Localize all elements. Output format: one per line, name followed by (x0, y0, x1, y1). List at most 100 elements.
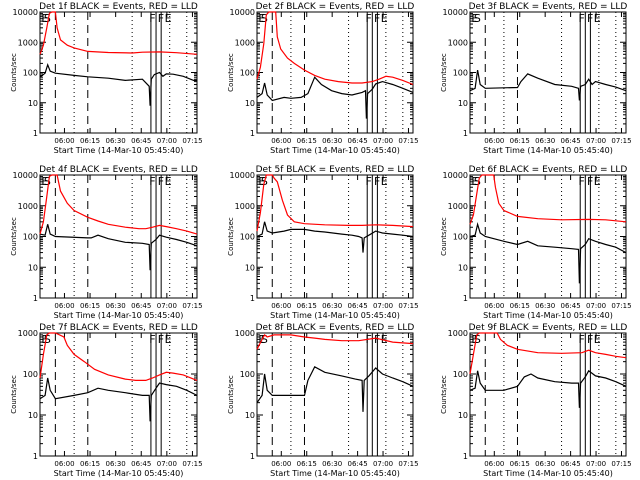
lld-series-line (39, 11, 198, 55)
event-marker-label: E (594, 175, 601, 188)
x-tick-label: 07:00 (586, 460, 606, 468)
x-axis-label: Start Time (14-Mar-10 05:45:40) (270, 469, 400, 478)
x-tick-label: 06:45 (348, 302, 368, 310)
plot-title: Det 9f BLACK = Events, RED = LLD (469, 323, 628, 333)
x-tick-label: 06:45 (561, 302, 581, 310)
y-tick-label: 100 (23, 370, 38, 379)
y-tick-label: 10 (458, 99, 468, 108)
x-axis-label: Start Time (14-Mar-10 05:45:40) (483, 311, 613, 320)
event-marker-label: S (474, 175, 481, 188)
y-tick-label: 1 (250, 294, 255, 303)
y-axis-label: Counts/sec (440, 53, 448, 92)
plot-title: Det 1f BLACK = Events, RED = LLD (39, 2, 198, 12)
x-tick-label: 06:30 (322, 137, 342, 145)
x-tick-label: 06:30 (106, 137, 126, 145)
plot-title: Det 4f BLACK = Events, RED = LLD (39, 165, 198, 175)
x-tick-label: 06:00 (484, 302, 504, 310)
y-tick-label: 1 (463, 294, 468, 303)
event-marker-label: F (158, 175, 164, 188)
event-marker-label: E (165, 333, 172, 346)
events-series-line (39, 377, 198, 422)
y-tick-label: 1000 (448, 329, 468, 338)
event-marker-label: F (149, 12, 155, 25)
events-series-line (256, 221, 414, 253)
y-tick-label: 10 (458, 411, 468, 420)
x-axis-label: Start Time (14-Mar-10 05:45:40) (270, 311, 400, 320)
events-series-line (469, 369, 627, 408)
x-tick-label: 06:45 (131, 302, 151, 310)
x-tick-label: 06:45 (348, 137, 368, 145)
event-marker-label: E (258, 175, 265, 188)
plot-panel-9: Det 9f BLACK = Events, RED = LLD 1 10 100 10… (440, 323, 632, 478)
event-marker-label: F (587, 175, 593, 188)
event-marker-label: E (41, 12, 48, 25)
x-tick-label: 07:00 (373, 302, 393, 310)
event-marker-label: E (381, 333, 388, 346)
x-tick-label: 07:15 (182, 302, 202, 310)
y-tick-label: 10 (458, 263, 468, 272)
x-tick-label: 07:00 (373, 137, 393, 145)
event-marker-label: E (471, 12, 478, 25)
y-tick-label: 1000 (18, 38, 38, 47)
y-tick-label: 1000 (235, 38, 255, 47)
y-tick-label: 1000 (235, 202, 255, 211)
x-tick-label: 06:00 (54, 460, 74, 468)
y-tick-label: 1000 (18, 202, 38, 211)
y-tick-label: 100 (23, 69, 38, 78)
x-axis-label: Start Time (14-Mar-10 05:45:40) (270, 146, 400, 155)
y-axis-label: Counts/sec (227, 217, 235, 256)
x-tick-label: 06:30 (535, 302, 555, 310)
y-tick-label: 1 (33, 294, 38, 303)
y-tick-label: 10000 (443, 171, 468, 180)
x-axis-label: Start Time (14-Mar-10 05:45:40) (54, 146, 184, 155)
y-axis-label: Counts/sec (227, 53, 235, 92)
plot-frame (39, 11, 198, 134)
event-marker-label: F (366, 12, 372, 25)
y-tick-label: 1 (250, 129, 255, 138)
x-tick-label: 06:30 (535, 137, 555, 145)
x-tick-label: 06:30 (535, 460, 555, 468)
lld-series-line (469, 174, 627, 225)
event-marker-label: F (149, 333, 155, 346)
lld-series-line (469, 332, 627, 375)
event-marker-label: S (261, 12, 268, 25)
x-tick-label: 07:00 (157, 302, 177, 310)
x-tick-label: 06:15 (80, 460, 100, 468)
event-marker-label: F (579, 12, 585, 25)
x-tick-label: 06:15 (297, 302, 317, 310)
y-tick-label: 1000 (18, 329, 38, 338)
x-tick-label: 06:15 (80, 302, 100, 310)
y-tick-label: 1 (33, 129, 38, 138)
events-series-line (469, 69, 627, 101)
event-marker-label: E (471, 175, 478, 188)
x-tick-label: 06:15 (510, 302, 530, 310)
plot-title: Det 5f BLACK = Events, RED = LLD (256, 165, 415, 175)
x-tick-label: 06:45 (561, 137, 581, 145)
plot-panel-6: Det 6f BLACK = Events, RED = LLD 1 10 100 10… (440, 165, 632, 320)
plot-panel-5: Det 5f BLACK = Events, RED = LLD 1 10 100 10… (227, 165, 419, 320)
plot-title: Det 3f BLACK = Events, RED = LLD (469, 2, 628, 12)
y-axis-label: Counts/sec (440, 217, 448, 256)
x-tick-label: 07:00 (586, 302, 606, 310)
y-tick-label: 1 (463, 129, 468, 138)
x-tick-label: 07:15 (398, 137, 418, 145)
x-tick-label: 07:00 (586, 137, 606, 145)
plot-panel-8: Det 8f BLACK = Events, RED = LLD 1 10 100 10… (227, 323, 419, 478)
x-tick-label: 07:15 (398, 460, 418, 468)
x-tick-label: 07:15 (611, 302, 631, 310)
y-tick-label: 10 (245, 99, 255, 108)
events-series-line (39, 62, 197, 106)
x-axis-label: Start Time (14-Mar-10 05:45:40) (54, 311, 184, 320)
event-marker-label: F (158, 333, 164, 346)
x-tick-label: 07:15 (398, 302, 418, 310)
y-tick-label: 1 (250, 452, 255, 461)
x-tick-label: 07:15 (611, 137, 631, 145)
y-axis-label: Counts/sec (440, 375, 448, 414)
x-tick-label: 07:00 (157, 460, 177, 468)
y-axis-label: Counts/sec (227, 375, 235, 414)
plot-frame (39, 332, 198, 457)
x-tick-label: 06:30 (322, 302, 342, 310)
y-tick-label: 10000 (443, 8, 468, 17)
plot-title: Det 6f BLACK = Events, RED = LLD (469, 165, 628, 175)
